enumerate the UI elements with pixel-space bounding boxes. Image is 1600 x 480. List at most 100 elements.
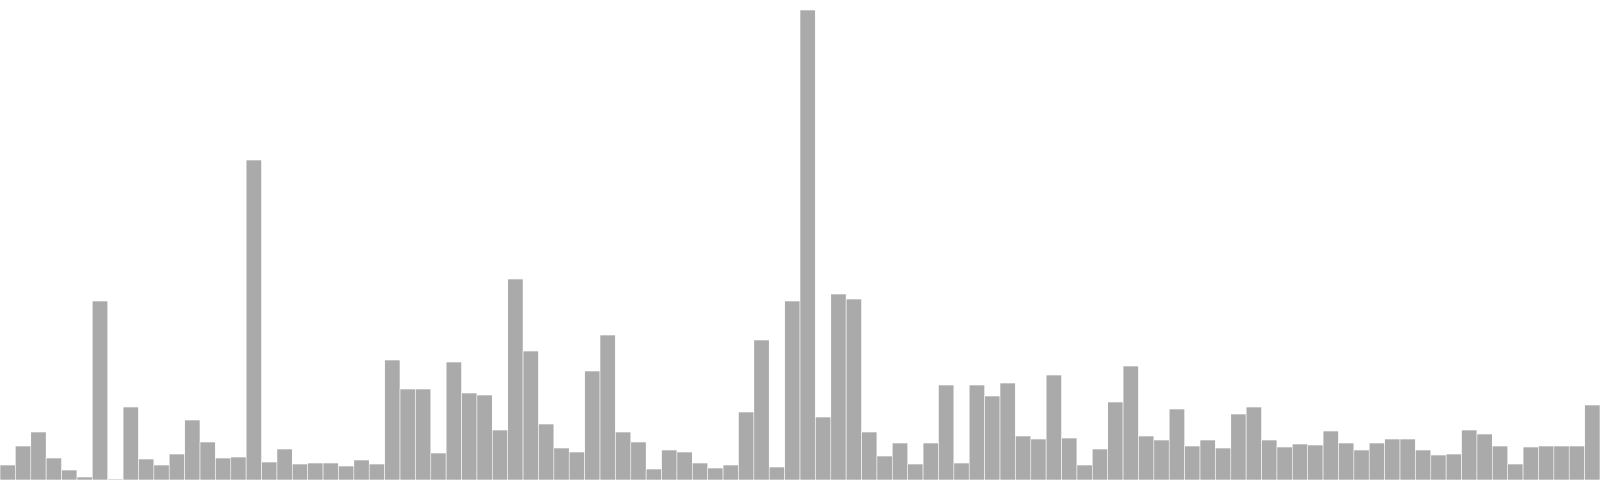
bar — [215, 457, 232, 480]
bar — [907, 463, 924, 480]
bar — [892, 442, 908, 480]
bar — [1261, 439, 1278, 480]
bar — [1199, 439, 1216, 480]
bar — [415, 388, 432, 480]
bar — [1122, 365, 1139, 480]
bar — [476, 394, 493, 480]
bar — [122, 406, 139, 480]
bar — [861, 431, 878, 480]
bar — [553, 447, 570, 480]
bar — [692, 462, 708, 480]
bar — [61, 469, 78, 480]
bar — [445, 361, 462, 480]
bar — [338, 465, 355, 480]
bar — [1476, 433, 1493, 480]
bar — [1045, 374, 1062, 480]
bar — [399, 388, 416, 480]
bar — [630, 441, 647, 480]
bar — [707, 467, 724, 480]
bar — [1584, 404, 1600, 480]
bar — [1538, 445, 1555, 480]
bar — [1415, 449, 1432, 480]
bar — [184, 419, 201, 480]
bar — [784, 300, 801, 480]
bar — [1292, 443, 1308, 480]
bar — [1430, 454, 1447, 480]
bar — [276, 448, 293, 480]
bar — [1168, 408, 1185, 480]
bar — [615, 431, 632, 480]
bar — [92, 300, 108, 480]
bar — [230, 456, 247, 480]
bar — [1553, 445, 1570, 480]
bar — [368, 463, 385, 480]
bar — [522, 350, 539, 480]
bar — [307, 462, 324, 480]
bar — [722, 464, 739, 480]
bar — [676, 451, 693, 480]
bar — [384, 359, 401, 480]
bar — [1076, 464, 1093, 480]
bar — [138, 458, 155, 480]
bar — [1184, 445, 1201, 480]
bar — [153, 464, 170, 480]
bar — [799, 9, 816, 480]
bar — [1061, 437, 1078, 480]
bar — [1107, 401, 1124, 480]
bar — [922, 442, 939, 480]
bar — [938, 384, 955, 480]
bar — [645, 468, 662, 480]
bar — [753, 339, 770, 480]
bar — [538, 423, 555, 480]
bar — [953, 462, 970, 480]
bar — [15, 445, 32, 480]
bar — [292, 463, 308, 480]
bar — [199, 441, 216, 480]
bar — [1568, 445, 1585, 480]
bar — [1245, 406, 1262, 480]
bar — [1399, 438, 1416, 480]
bar — [1384, 438, 1401, 480]
bar — [1153, 439, 1170, 480]
bar — [599, 334, 616, 480]
bar — [830, 293, 847, 480]
bar — [461, 392, 478, 480]
bar — [738, 411, 755, 480]
bar — [322, 462, 339, 480]
bar — [1322, 430, 1339, 480]
bar — [661, 449, 678, 480]
bar — [1492, 445, 1508, 480]
bar — [1015, 435, 1032, 480]
bar — [845, 298, 862, 480]
bar — [261, 461, 278, 480]
bar — [507, 278, 524, 480]
bar — [1522, 446, 1539, 480]
bar — [1230, 413, 1247, 480]
bar — [492, 429, 508, 480]
bar — [1338, 442, 1355, 480]
bar — [1307, 444, 1324, 480]
bar — [815, 416, 832, 480]
bar — [430, 452, 447, 480]
bar — [999, 382, 1016, 480]
bar-series — [0, 9, 1600, 480]
bar — [1092, 448, 1108, 480]
bar — [1507, 463, 1524, 480]
bar — [1276, 446, 1293, 480]
bar — [1368, 442, 1385, 480]
bar — [1138, 435, 1155, 480]
bar — [984, 395, 1001, 480]
bar — [568, 451, 585, 480]
bar — [1353, 449, 1370, 480]
bar — [876, 455, 893, 480]
bar — [1030, 438, 1047, 480]
bar — [1461, 429, 1478, 480]
bar — [1215, 447, 1232, 480]
bar — [168, 453, 185, 480]
bar — [30, 431, 47, 480]
bar — [0, 464, 16, 480]
bar — [245, 159, 262, 480]
bar — [584, 370, 601, 480]
bar — [45, 457, 62, 480]
